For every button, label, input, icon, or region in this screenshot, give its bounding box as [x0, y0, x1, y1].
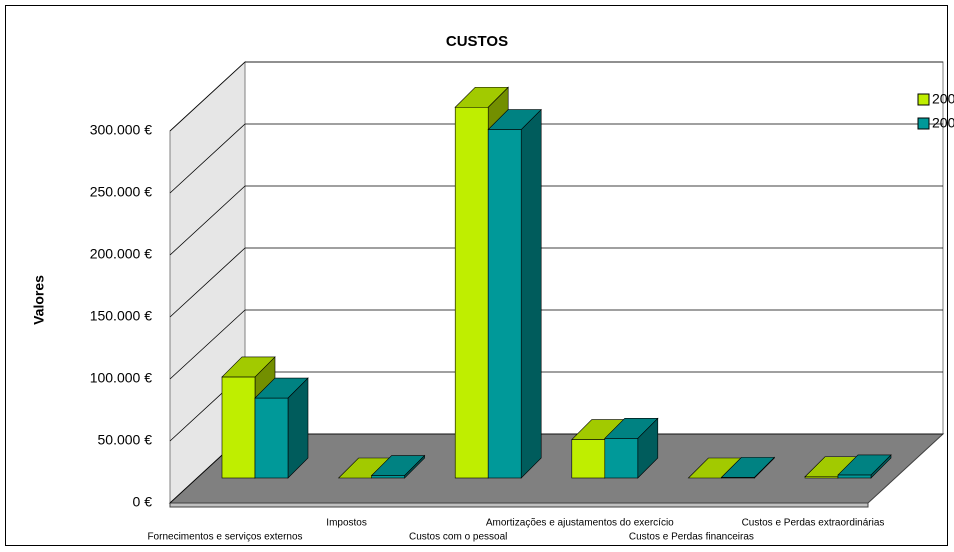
x-tick-label: Fornecimentos e serviços externos	[147, 532, 302, 543]
grid-line-side	[169, 247, 246, 318]
y-tick-label: 200.000 €	[90, 246, 152, 262]
bar	[370, 454, 426, 479]
y-tick-label: 100.000 €	[90, 370, 152, 386]
y-axis-label: Valores	[31, 275, 47, 325]
y-tick-label: 0 €	[133, 494, 153, 510]
bar-top	[454, 86, 509, 108]
legend-swatch	[917, 93, 930, 106]
bar	[720, 456, 776, 479]
bar-top	[604, 418, 659, 439]
x-tick-label: Custos com o pessoal	[409, 532, 507, 543]
floor-edge	[169, 502, 869, 508]
y-tick-label: 50.000 €	[98, 432, 153, 448]
bar-front	[454, 106, 489, 479]
bar-front	[254, 397, 289, 479]
bar-front	[371, 475, 405, 479]
chart-title: CUSTOS	[446, 33, 508, 50]
y-tick-label: 150.000 €	[90, 308, 152, 324]
bar	[254, 377, 309, 479]
legend-label: 2008	[932, 115, 954, 131]
bar	[604, 417, 659, 479]
bar-top	[837, 454, 892, 476]
bar-front	[837, 474, 872, 479]
bar-top	[370, 455, 426, 476]
bar-top	[221, 356, 276, 378]
bar-front	[604, 438, 639, 479]
x-tick-label: Amortizações e ajustamentos do exercício	[486, 518, 674, 529]
x-tick-label: Custos e Perdas extraordinárias	[742, 518, 885, 529]
bar-top	[487, 109, 542, 130]
grid-line-side	[169, 61, 246, 132]
legend-label: 2009	[932, 91, 954, 107]
y-tick-label: 250.000 €	[90, 184, 152, 200]
bar	[487, 108, 542, 479]
bar-front	[571, 439, 606, 479]
legend-swatch	[917, 117, 930, 130]
x-tick-label: Impostos	[326, 518, 367, 529]
bar-top	[720, 457, 776, 478]
bar-side	[520, 108, 542, 479]
grid-line-side	[169, 309, 246, 380]
grid-line-side	[169, 123, 246, 194]
bar-top	[254, 377, 309, 399]
bar	[837, 454, 892, 479]
y-tick-label: 300.000 €	[90, 122, 152, 138]
x-tick-label: Custos e Perdas financeiras	[629, 532, 754, 543]
grid-line-side	[169, 185, 246, 256]
bar-front	[221, 376, 256, 479]
bar-front	[487, 129, 522, 479]
